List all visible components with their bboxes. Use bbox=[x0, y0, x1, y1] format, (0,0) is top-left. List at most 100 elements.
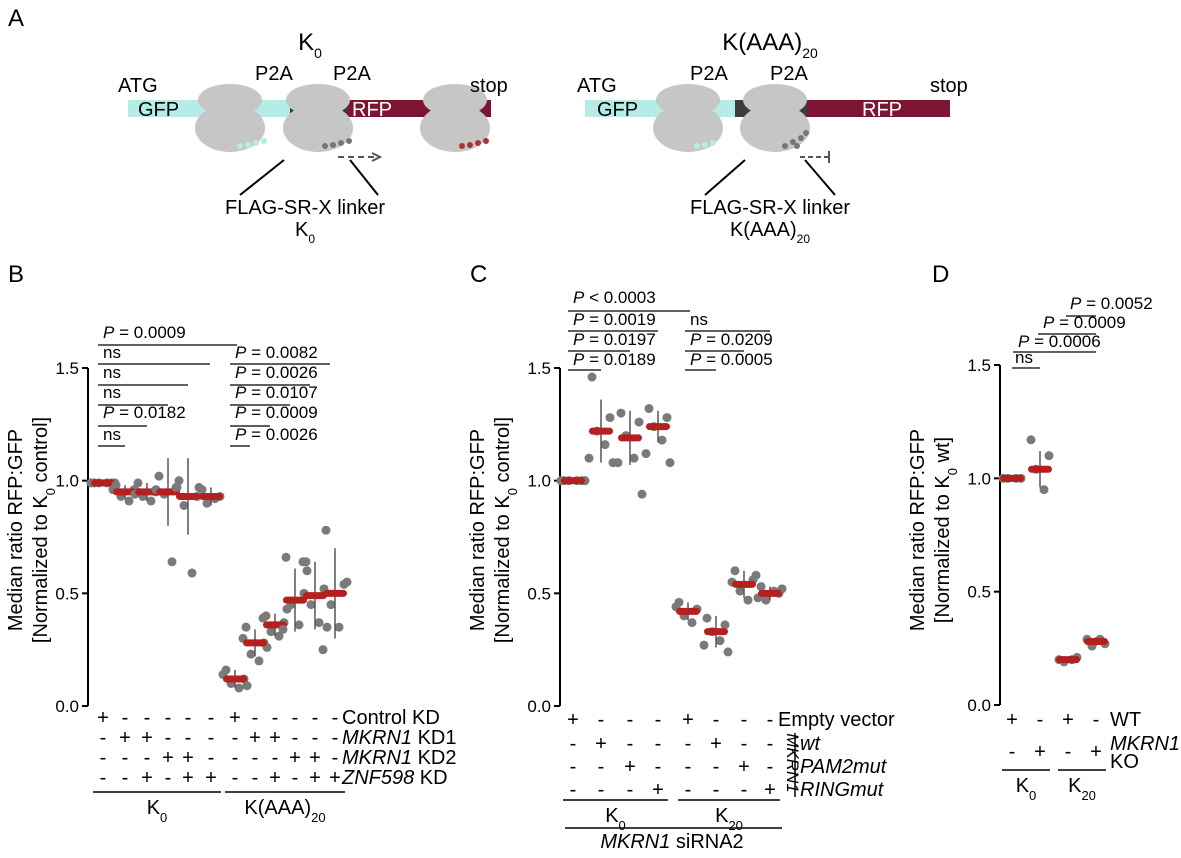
group-label: K(AAA)20 bbox=[244, 797, 325, 825]
median-bar bbox=[1084, 638, 1108, 646]
group-label-part: 0 bbox=[619, 818, 626, 833]
condition-sign: - bbox=[312, 707, 319, 729]
y-axis-label-part: [Normalized to K bbox=[932, 475, 954, 623]
callout bbox=[239, 159, 285, 196]
p-value-part: = 0.0189 bbox=[584, 350, 655, 369]
condition-sign: - bbox=[252, 747, 259, 769]
median-bar bbox=[323, 589, 347, 597]
condition-sign: + bbox=[119, 727, 131, 749]
condition-sign: - bbox=[1065, 741, 1072, 763]
group-label-part: K bbox=[1068, 775, 1082, 797]
data-point bbox=[294, 620, 304, 630]
data-point bbox=[634, 417, 644, 427]
condition-sign: + bbox=[229, 707, 241, 729]
p-value: P = 0.0197 bbox=[573, 330, 656, 349]
construct-title: K(AAA)20 bbox=[722, 29, 818, 61]
atg-label: ATG bbox=[577, 75, 617, 97]
panel-label: D bbox=[932, 261, 949, 288]
data-point bbox=[342, 577, 352, 587]
data-point bbox=[246, 649, 256, 659]
p-value-part: < 0.0003 bbox=[584, 288, 655, 307]
p-value-part: P bbox=[690, 330, 702, 349]
condition-label: Control KD bbox=[342, 707, 440, 729]
data-point bbox=[641, 449, 651, 459]
y-tick-label: 1.5 bbox=[967, 356, 991, 375]
p-value-part: P bbox=[573, 330, 585, 349]
data-point bbox=[266, 627, 276, 637]
condition-sign: - bbox=[165, 727, 172, 749]
y-axis-label-part: Median ratio RFP:GFP bbox=[467, 429, 489, 631]
condition-sign: + bbox=[1062, 709, 1074, 731]
data-point bbox=[756, 582, 766, 592]
condition-sign: + bbox=[141, 727, 153, 749]
condition-sign: + bbox=[624, 756, 636, 778]
condition-sign: - bbox=[1037, 709, 1044, 731]
p-value-part: = 0.0005 bbox=[701, 350, 772, 369]
condition-label: WT bbox=[1110, 709, 1141, 731]
condition-label: MKRN1 KD2 bbox=[342, 747, 456, 769]
median-bar bbox=[1028, 465, 1052, 473]
condition-sign: - bbox=[627, 709, 634, 731]
ribosomes bbox=[653, 84, 810, 152]
data-point bbox=[600, 440, 610, 450]
y-tick-label: 1.5 bbox=[55, 359, 79, 378]
data-point bbox=[174, 476, 184, 486]
y-axis-label: Median ratio RFP:GFP bbox=[5, 429, 27, 631]
p-value: P = 0.0182 bbox=[103, 403, 186, 422]
p-value: P = 0.0107 bbox=[235, 383, 318, 402]
p-value-part: P bbox=[235, 403, 247, 422]
data-point bbox=[1044, 451, 1054, 461]
condition-sign: - bbox=[122, 707, 129, 729]
condition-sign: - bbox=[100, 767, 107, 789]
data-point bbox=[318, 645, 328, 655]
condition-sign: - bbox=[1009, 741, 1016, 763]
condition-label-part: KD bbox=[414, 767, 447, 789]
group-label-part: K bbox=[605, 805, 619, 827]
p-value-part: = 0.0209 bbox=[701, 330, 772, 349]
condition-sign: - bbox=[655, 709, 662, 731]
condition-label: MKRN1 KD1 bbox=[342, 727, 456, 749]
condition-sign: - bbox=[685, 733, 692, 755]
condition-sign: - bbox=[570, 756, 577, 778]
data-point bbox=[326, 600, 336, 610]
callout bbox=[804, 159, 836, 196]
data-point bbox=[171, 482, 181, 492]
p-value-part: = 0.0026 bbox=[246, 363, 317, 382]
data-point bbox=[662, 413, 672, 423]
condition-sign: - bbox=[232, 727, 239, 749]
data-point bbox=[616, 408, 626, 418]
data-point bbox=[629, 453, 639, 463]
linker-label: FLAG-SR-X linker bbox=[225, 197, 385, 219]
data-point bbox=[241, 622, 251, 632]
median-bar bbox=[243, 639, 267, 647]
group-label-part: 0 bbox=[160, 810, 167, 825]
p-value: P = 0.0005 bbox=[690, 350, 773, 369]
condition-sign: + bbox=[289, 747, 301, 769]
p-value: P = 0.0009 bbox=[1043, 313, 1126, 332]
condition-label-part: wt bbox=[800, 733, 821, 755]
group-label-part: K(AAA) bbox=[244, 797, 311, 819]
median-bar bbox=[1000, 474, 1024, 482]
median-bar bbox=[676, 607, 700, 615]
construct-right: K(AAA)20 ATG GFP P2A P2A RFP stop FLAG-S… bbox=[577, 29, 968, 246]
median-bar bbox=[1056, 656, 1080, 664]
p-value-part: ns bbox=[690, 310, 708, 329]
data-point bbox=[322, 622, 332, 632]
data-point bbox=[167, 557, 177, 567]
p-value-part: P bbox=[103, 403, 115, 422]
side-label: MKRN1 bbox=[783, 733, 802, 793]
p-value: P = 0.0009 bbox=[103, 323, 186, 342]
condition-sign: - bbox=[100, 727, 107, 749]
y-tick-label: 1.0 bbox=[527, 472, 551, 491]
condition-sign: + bbox=[97, 707, 109, 729]
p-value: ns bbox=[1015, 348, 1033, 367]
condition-sign: - bbox=[767, 709, 774, 731]
condition-sign: - bbox=[741, 733, 748, 755]
p-value-part: = 0.0009 bbox=[114, 323, 185, 342]
y-axis-label-part: 0 bbox=[505, 488, 520, 495]
condition-sign: - bbox=[598, 779, 605, 801]
data-point bbox=[154, 471, 164, 481]
p2a-label: P2A bbox=[770, 63, 808, 85]
data-point bbox=[302, 566, 312, 576]
